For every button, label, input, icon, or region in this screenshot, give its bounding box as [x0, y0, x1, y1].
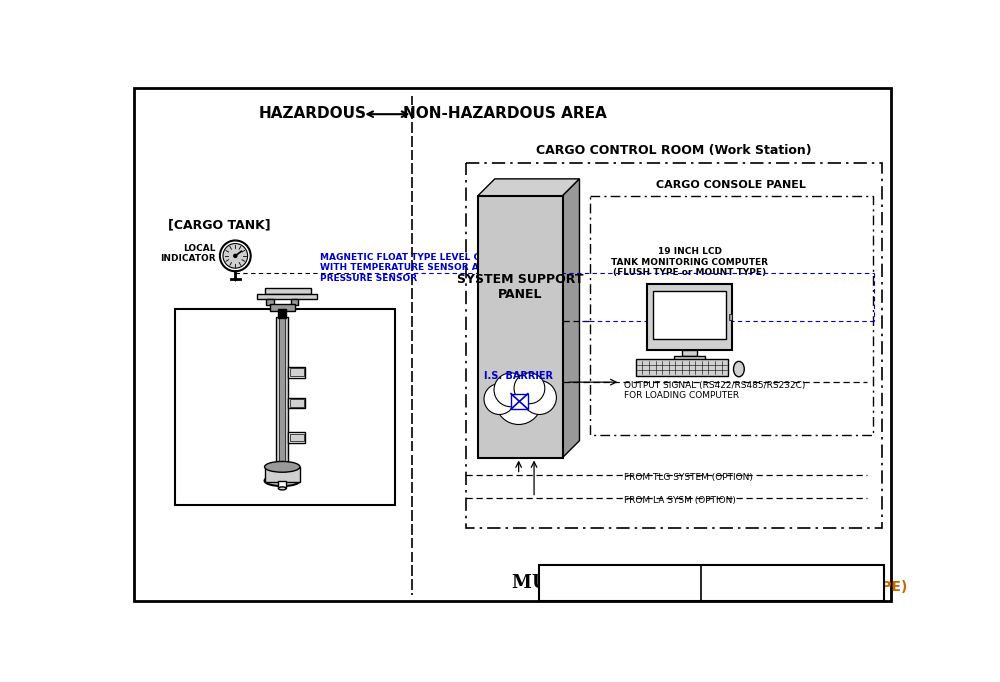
Circle shape: [496, 379, 542, 424]
Bar: [291, 299, 298, 305]
Bar: [257, 295, 317, 299]
Bar: [653, 291, 726, 339]
Bar: [279, 316, 285, 482]
Bar: [278, 309, 286, 318]
Bar: [266, 299, 274, 305]
Text: [CARGO TANK]: [CARGO TANK]: [168, 219, 270, 232]
Bar: [290, 434, 304, 441]
Bar: [265, 467, 300, 482]
Bar: [288, 398, 305, 409]
Bar: [466, 163, 882, 529]
Bar: [278, 481, 286, 488]
Bar: [729, 314, 732, 320]
Bar: [288, 432, 305, 443]
Circle shape: [523, 381, 556, 415]
Text: OUTPUT SIGNAL (RS422/RS485/RS232C)
FOR LOADING COMPUTER: OUTPUT SIGNAL (RS422/RS485/RS232C) FOR L…: [624, 381, 806, 400]
Bar: [290, 368, 304, 376]
Text: 19 INCH LCD
TANK MONITORING COMPUTER
(FLUSH TYPE or MOUNT TYPE): 19 INCH LCD TANK MONITORING COMPUTER (FL…: [611, 248, 768, 277]
Text: LOCAL
INDICATOR: LOCAL INDICATOR: [160, 244, 216, 263]
Text: CARGO CONSOLE PANEL: CARGO CONSOLE PANEL: [656, 179, 806, 190]
Bar: [511, 394, 528, 409]
Ellipse shape: [265, 462, 300, 472]
Circle shape: [514, 373, 545, 404]
Ellipse shape: [278, 487, 286, 490]
Circle shape: [223, 243, 248, 268]
Text: MAGNETIC FLOAT TYPE LEVEL GAUGE
WITH TEMPERATURE SENSOR AND
PRESSURE SENSOR: MAGNETIC FLOAT TYPE LEVEL GAUGE WITH TEM…: [320, 253, 509, 282]
Polygon shape: [478, 179, 579, 196]
Bar: [590, 196, 873, 434]
Polygon shape: [563, 179, 579, 458]
Circle shape: [484, 384, 515, 415]
Bar: [674, 356, 705, 360]
Bar: [265, 288, 311, 295]
Bar: [647, 284, 732, 350]
Circle shape: [220, 241, 251, 271]
Bar: [539, 565, 884, 601]
Text: FROM TLG SYSTEM (OPTION): FROM TLG SYSTEM (OPTION): [624, 473, 753, 482]
Text: NON-HAZARDOUS AREA: NON-HAZARDOUS AREA: [403, 106, 607, 121]
Bar: [270, 303, 295, 311]
Circle shape: [234, 254, 237, 257]
Text: TITLE: TITLE: [706, 572, 728, 580]
Text: FROM LA SYSM (OPTION): FROM LA SYSM (OPTION): [624, 496, 736, 505]
Bar: [636, 359, 728, 376]
Bar: [682, 350, 697, 356]
Circle shape: [494, 373, 528, 406]
Text: SYSTEM SUPPORT
PANEL: SYSTEM SUPPORT PANEL: [457, 273, 583, 301]
Bar: [175, 309, 395, 505]
Text: I.S. BARRIER: I.S. BARRIER: [484, 370, 553, 381]
Bar: [290, 399, 304, 406]
Bar: [478, 196, 563, 458]
Ellipse shape: [265, 475, 300, 486]
Text: HAZARDOUS: HAZARDOUS: [258, 106, 366, 121]
Text: CMS DIAGRAM (RADAR TYPE): CMS DIAGRAM (RADAR TYPE): [678, 580, 907, 594]
Bar: [276, 316, 288, 482]
Text: CARGO CONTROL ROOM (Work Station): CARGO CONTROL ROOM (Work Station): [536, 143, 812, 157]
Bar: [288, 367, 305, 378]
Ellipse shape: [733, 361, 744, 376]
Text: MUSASINO CO., LTD.: MUSASINO CO., LTD.: [512, 574, 729, 592]
